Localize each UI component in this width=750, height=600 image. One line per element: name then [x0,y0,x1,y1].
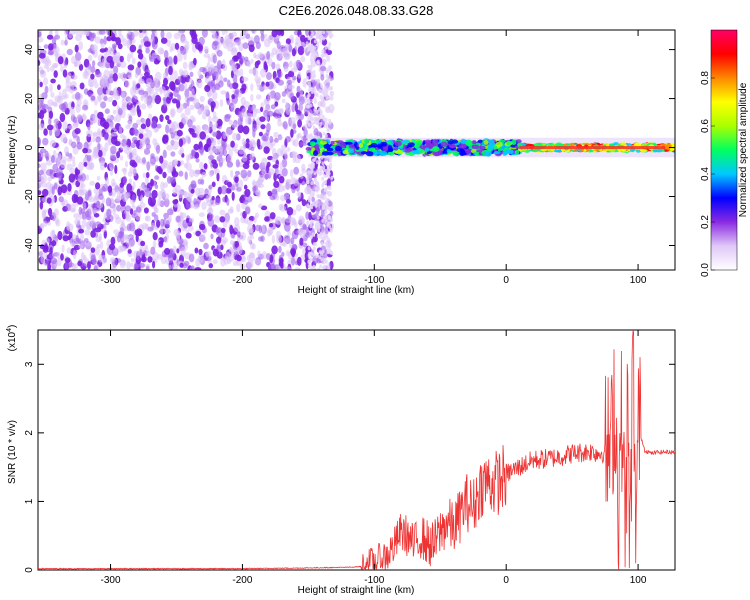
colorbar: 0.0 0.2 0.4 0.6 0.8 Normalized spectral ampl… [700,29,749,277]
colorbar-tick-label: 0.8 [700,71,711,85]
spectrogram-xtick-label: 100 [630,275,647,286]
snr-ytick-label: 2 [24,430,35,436]
spectrogram-xtick-label: 0 [503,275,509,286]
noise-region [38,30,335,270]
snr-ytick-label: 1 [24,498,35,504]
snr-ylabel: SNR (10 * v/v) [7,420,18,484]
spectrogram-xtick-label: -300 [101,275,121,286]
signal-band [305,137,675,158]
snr-ticks: -300 -200 -100 0 100 0 1 2 3 [24,330,675,586]
chart-title: C2E6.2026.048.08.33.G28 [279,3,434,18]
spectrogram-ytick-label: 0 [24,144,35,150]
snr-xtick-label: -300 [101,575,121,586]
snr-xlabel: Height of straight line (km) [298,585,415,596]
spectrogram-ytick-label: -20 [24,189,35,204]
spectrogram-xtick-label: -200 [232,275,252,286]
snr-ytick-label: 0 [24,567,35,573]
colorbar-gradient [711,30,737,270]
snr-xtick-label: -100 [364,575,384,586]
colorbar-tick-label: 0.6 [700,119,711,133]
spectrogram-ytick-label: 40 [24,44,35,56]
snr-xtick-label: 0 [503,575,509,586]
spectrogram-xlabel: Height of straight line (km) [298,285,415,296]
spectrogram-xtick-label: -100 [364,275,384,286]
snr-scale-label: (x104) [6,325,18,352]
snr-ytick-label: 3 [24,361,35,367]
spectrogram-ylabel: Frequency (Hz) [7,116,18,185]
spectrogram-ytick-label: 20 [24,93,35,105]
colorbar-frame [710,29,738,271]
snr-xtick-label: 100 [630,575,647,586]
spectrogram-ytick-label: -40 [24,238,35,253]
spectrogram-frame [37,29,676,271]
colorbar-tick-label: 0.4 [700,167,711,181]
snr-xtick-label: -200 [232,575,252,586]
colorbar-label: Normalized spectral amplitude [738,82,749,217]
colorbar-tick-label: 0.0 [700,263,711,277]
snr-panel: -300 -200 -100 0 100 0 1 2 3 Height of straight … [6,325,676,596]
colorbar-tick-label: 0.2 [700,215,711,229]
snr-frame [37,329,676,571]
snr-series-line [38,330,675,570]
